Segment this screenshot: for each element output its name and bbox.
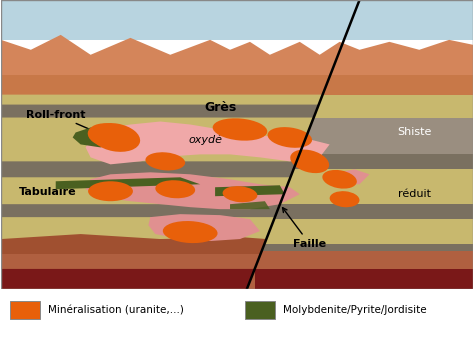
Ellipse shape	[146, 152, 185, 171]
Text: Minéralisation (uranite,...): Minéralisation (uranite,...)	[48, 305, 184, 315]
Polygon shape	[86, 121, 329, 164]
Polygon shape	[1, 234, 266, 254]
Ellipse shape	[322, 170, 357, 189]
Polygon shape	[329, 169, 369, 184]
Ellipse shape	[91, 123, 140, 152]
Ellipse shape	[330, 191, 359, 207]
Ellipse shape	[290, 150, 329, 173]
Polygon shape	[255, 269, 473, 289]
Polygon shape	[1, 239, 266, 251]
Polygon shape	[1, 105, 319, 118]
Polygon shape	[247, 251, 473, 289]
Text: oxydé: oxydé	[188, 134, 222, 145]
Polygon shape	[86, 172, 300, 209]
Text: Molybdenite/Pyrite/Jordisite: Molybdenite/Pyrite/Jordisite	[283, 305, 427, 315]
Polygon shape	[215, 185, 285, 196]
Ellipse shape	[213, 118, 267, 141]
Ellipse shape	[88, 181, 133, 201]
Polygon shape	[307, 118, 473, 134]
Polygon shape	[1, 35, 473, 80]
Polygon shape	[1, 0, 473, 40]
Text: Shiste: Shiste	[397, 127, 431, 137]
Polygon shape	[293, 155, 473, 169]
Polygon shape	[1, 251, 262, 289]
Polygon shape	[259, 244, 473, 257]
Ellipse shape	[155, 180, 195, 198]
Polygon shape	[274, 204, 473, 219]
Ellipse shape	[163, 221, 218, 243]
Polygon shape	[1, 161, 297, 177]
Polygon shape	[230, 201, 270, 209]
Text: Roll-front: Roll-front	[26, 110, 105, 136]
Polygon shape	[148, 214, 260, 241]
Polygon shape	[56, 177, 200, 189]
Text: Grès: Grès	[204, 101, 236, 114]
Text: Tabulaire: Tabulaire	[19, 182, 86, 197]
Bar	[245, 301, 275, 319]
Ellipse shape	[267, 127, 312, 148]
Bar	[10, 301, 40, 319]
Text: Faille: Faille	[283, 208, 326, 249]
Ellipse shape	[223, 186, 257, 202]
Text: réduit: réduit	[398, 189, 431, 199]
Polygon shape	[300, 118, 473, 155]
Polygon shape	[1, 75, 473, 95]
Polygon shape	[1, 95, 323, 289]
Ellipse shape	[88, 123, 129, 148]
Polygon shape	[247, 95, 473, 289]
Polygon shape	[73, 126, 130, 148]
Polygon shape	[1, 269, 255, 289]
Polygon shape	[1, 204, 280, 217]
